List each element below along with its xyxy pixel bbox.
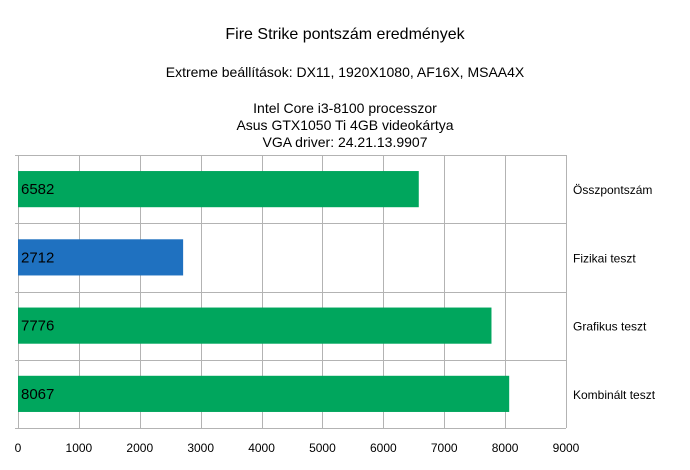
category-label-3: Kombinált teszt — [573, 388, 656, 402]
x-tick-label-9: 9000 — [553, 441, 580, 455]
x-tick-label-4: 4000 — [248, 441, 275, 455]
x-tick-label-0: 0 — [15, 441, 22, 455]
bar-2 — [18, 307, 492, 344]
x-tick-label-2: 2000 — [126, 441, 153, 455]
x-tick-label-3: 3000 — [187, 441, 214, 455]
x-tick-label-7: 7000 — [431, 441, 458, 455]
bar-1 — [18, 239, 184, 276]
x-tick-label-6: 6000 — [370, 441, 397, 455]
bar-0 — [18, 171, 419, 208]
data-label-0: 6582 — [21, 181, 54, 198]
chart-subtitle-1: Extreme beállítások: DX11, 1920X1080, AF… — [165, 64, 525, 80]
category-label-0: Összpontszám — [573, 183, 652, 197]
data-label-1: 2712 — [21, 249, 54, 266]
data-label-2: 7776 — [21, 318, 54, 335]
x-tick-label-5: 5000 — [309, 441, 336, 455]
category-label-1: Fizikai teszt — [573, 251, 636, 265]
bar-3 — [18, 375, 510, 412]
x-tick-label-1: 1000 — [66, 441, 93, 455]
x-tick-label-8: 8000 — [492, 441, 519, 455]
chart-subtitle-3: Asus GTX1050 Ti 4GB videokártya — [236, 117, 454, 133]
chart-title: Fire Strike pontszám eredmények — [225, 26, 465, 43]
data-label-3: 8067 — [21, 386, 54, 403]
chart-subtitle-4: VGA driver: 24.21.13.9907 — [262, 134, 428, 150]
chart-subtitle-2: Intel Core i3-8100 processzor — [253, 100, 437, 116]
category-label-2: Grafikus teszt — [573, 320, 647, 334]
